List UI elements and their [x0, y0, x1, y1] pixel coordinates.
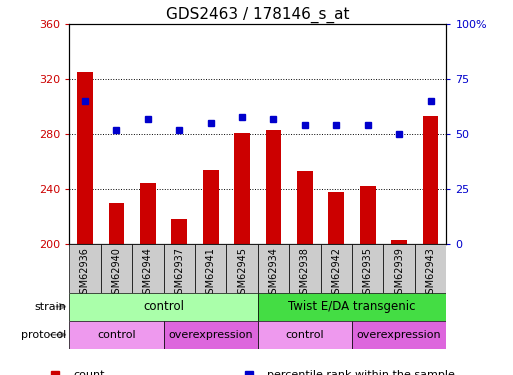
- Bar: [423, 116, 439, 244]
- Text: GSM62934: GSM62934: [268, 247, 279, 300]
- Bar: [69, 292, 258, 321]
- Bar: [258, 244, 289, 292]
- Text: GSM62944: GSM62944: [143, 247, 153, 300]
- Text: GSM62941: GSM62941: [206, 247, 215, 300]
- Bar: [164, 321, 258, 349]
- Text: percentile rank within the sample: percentile rank within the sample: [267, 370, 455, 375]
- Text: GSM62939: GSM62939: [394, 247, 404, 300]
- Text: control: control: [97, 330, 136, 340]
- Bar: [69, 244, 101, 292]
- Text: GSM62938: GSM62938: [300, 247, 310, 300]
- Bar: [328, 192, 344, 244]
- Text: GSM62943: GSM62943: [426, 247, 436, 300]
- Bar: [297, 171, 313, 244]
- Bar: [266, 130, 281, 244]
- Bar: [391, 240, 407, 244]
- Bar: [289, 244, 321, 292]
- Bar: [383, 244, 415, 292]
- Bar: [109, 202, 124, 244]
- Text: GSM62935: GSM62935: [363, 247, 373, 300]
- Text: protocol: protocol: [22, 330, 67, 340]
- Bar: [352, 321, 446, 349]
- Text: control: control: [286, 330, 324, 340]
- Bar: [234, 133, 250, 244]
- Bar: [164, 244, 195, 292]
- Bar: [258, 292, 446, 321]
- Text: GSM62945: GSM62945: [237, 247, 247, 300]
- Text: overexpression: overexpression: [357, 330, 442, 340]
- Text: GSM62940: GSM62940: [111, 247, 122, 300]
- Bar: [69, 321, 164, 349]
- Bar: [195, 244, 226, 292]
- Bar: [360, 186, 376, 244]
- Text: overexpression: overexpression: [168, 330, 253, 340]
- Text: count: count: [73, 370, 105, 375]
- Bar: [415, 244, 446, 292]
- Bar: [258, 321, 352, 349]
- Bar: [77, 72, 93, 244]
- Text: GSM62936: GSM62936: [80, 247, 90, 300]
- Text: control: control: [143, 300, 184, 313]
- Text: GSM62937: GSM62937: [174, 247, 184, 300]
- Bar: [171, 219, 187, 244]
- Bar: [140, 183, 155, 244]
- Title: GDS2463 / 178146_s_at: GDS2463 / 178146_s_at: [166, 7, 349, 23]
- Bar: [352, 244, 383, 292]
- Bar: [101, 244, 132, 292]
- Bar: [203, 170, 219, 244]
- Text: strain: strain: [35, 302, 67, 312]
- Bar: [132, 244, 164, 292]
- Text: Twist E/DA transgenic: Twist E/DA transgenic: [288, 300, 416, 313]
- Bar: [321, 244, 352, 292]
- Text: GSM62942: GSM62942: [331, 247, 341, 300]
- Bar: [226, 244, 258, 292]
